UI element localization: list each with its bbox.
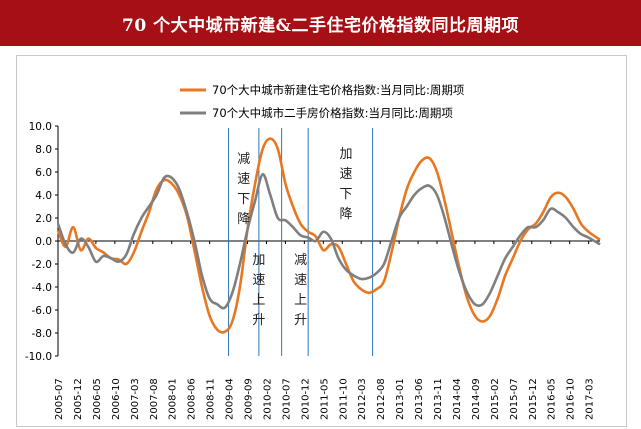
x-tick-label: 2014-04	[452, 378, 463, 420]
annotation-char-ann2: 加	[252, 253, 265, 268]
x-tick-label: 2009-04	[225, 378, 236, 420]
annotation-char-ann1: 下	[237, 192, 250, 207]
x-tick-label: 2015-02	[490, 378, 501, 420]
annotation-char-ann3: 速	[294, 273, 307, 288]
y-tick-label: -2.0	[32, 259, 53, 271]
annotation-char-ann1: 减	[237, 152, 250, 167]
y-tick-label: 6.0	[35, 167, 52, 179]
x-tick-label: 2009-09	[244, 378, 255, 420]
series-line-new-housing	[56, 137, 601, 334]
annotation-char-ann2: 上	[252, 293, 265, 308]
x-tick-label: 2012-03	[357, 378, 368, 420]
x-tick-label: 2008-06	[187, 378, 198, 420]
title-bar: 70 个大中城市新建&二手住宅价格指数同比周期项	[0, 0, 641, 46]
x-tick-label: 2006-10	[111, 378, 122, 420]
x-tick-label: 2014-09	[471, 378, 482, 420]
x-tick-label: 2006-05	[92, 378, 103, 420]
series-layer	[56, 137, 601, 334]
legend-label-second-hand: 70个大中城市二手房价格指数:当月同比:周期项	[212, 106, 453, 120]
x-tick-label: 2015-07	[509, 378, 520, 420]
y-tick-label: 0.0	[35, 236, 52, 248]
x-tick-label: 2008-11	[206, 378, 217, 420]
y-tick-label: -6.0	[32, 305, 53, 317]
annotation-char-ann3: 减	[294, 253, 307, 268]
x-tick-label: 2010-12	[300, 378, 311, 420]
y-tick-label: 8.0	[35, 144, 52, 156]
axes: 10.0 8.0 6.0 4.0 2.0 0.0 -2.0 -4.0 -6.0 -8.0 -10.0…	[25, 121, 600, 420]
y-tick-label: -10.0	[25, 351, 52, 363]
annotation-char-ann2: 速	[252, 273, 265, 288]
legend: 70个大中城市新建住宅价格指数:当月同比:周期项 70个大中城市二手房价格指数:当…	[180, 83, 465, 120]
x-tick-label: 2010-07	[281, 378, 292, 420]
x-tick-label: 2017-03	[585, 378, 596, 420]
x-tick-label: 2016-10	[566, 378, 577, 420]
x-tick-label: 2011-10	[338, 378, 349, 420]
legend-label-new-housing: 70个大中城市新建住宅价格指数:当月同比:周期项	[212, 83, 465, 97]
annotation-char-ann4: 速	[340, 167, 353, 182]
y-tick-label: 10.0	[29, 121, 52, 133]
annotation-char-ann4: 降	[340, 207, 353, 222]
chart-frame	[16, 55, 627, 427]
x-tick-label: 2013-06	[414, 378, 425, 420]
y-tick-label: -8.0	[32, 328, 53, 340]
y-tick-label: -4.0	[32, 282, 53, 294]
y-tick-label: 4.0	[35, 190, 52, 202]
annotation-char-ann1: 降	[237, 212, 250, 227]
y-tick-label: 2.0	[35, 213, 52, 225]
x-tick-label: 2005-12	[73, 378, 84, 420]
x-tick-label: 2013-01	[395, 378, 406, 420]
x-tick-label: 2015-12	[528, 378, 539, 420]
annotation-char-ann4: 加	[340, 147, 353, 162]
annotation-char-ann3: 升	[294, 313, 307, 328]
x-tick-label: 2005-07	[54, 378, 65, 420]
page-title: 70 个大中城市新建&二手住宅价格指数同比周期项	[122, 15, 519, 36]
x-tick-label: 2012-08	[376, 378, 387, 420]
series-line-second-hand	[56, 172, 601, 310]
x-tick-label: 2011-05	[319, 378, 330, 420]
x-tick-label: 2010-02	[262, 378, 273, 420]
x-tick-label: 2013-11	[433, 378, 444, 420]
x-tick-label: 2008-01	[168, 378, 179, 420]
x-tick-label: 2016-05	[547, 378, 558, 420]
annotation-char-ann1: 速	[237, 172, 250, 187]
annotation-char-ann3: 上	[294, 293, 307, 308]
annotation-char-ann4: 下	[340, 187, 353, 202]
x-tick-label: 2007-08	[149, 378, 160, 420]
x-tick-label: 2007-03	[130, 378, 141, 420]
annotation-char-ann2: 升	[252, 313, 265, 328]
